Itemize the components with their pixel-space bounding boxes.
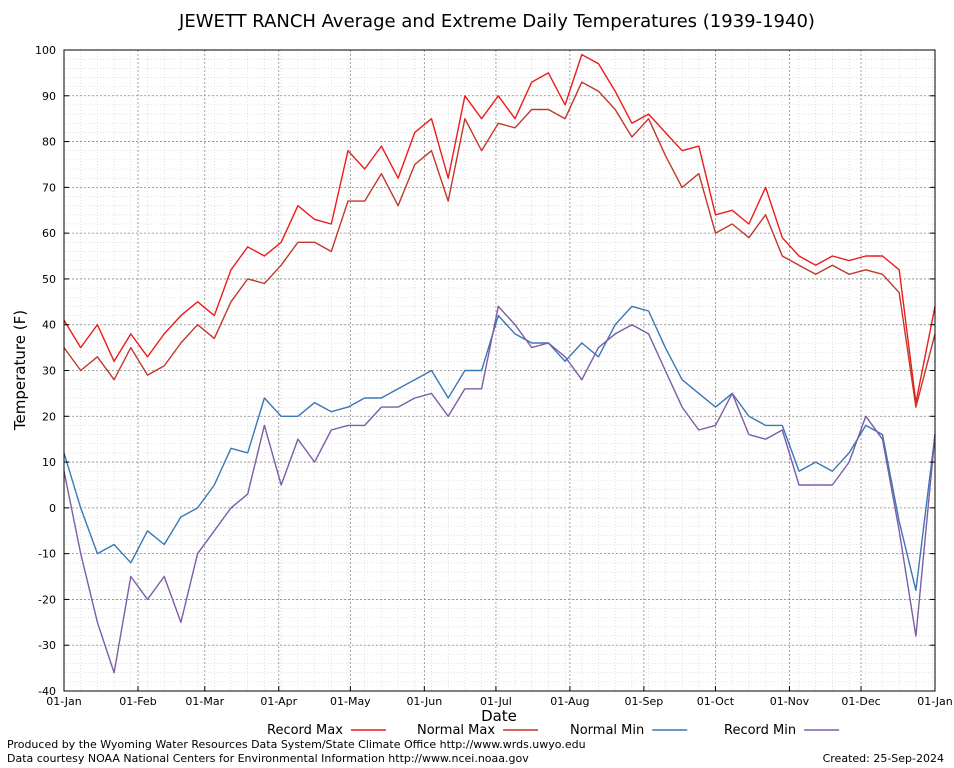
y-axis-label: Temperature (F) (11, 310, 29, 431)
created-date: Created: 25-Sep-2024 (822, 752, 944, 765)
series-line-normal-min (63, 305, 936, 591)
legend-label-record-max: Record Max (267, 723, 343, 738)
series-line-record-max (63, 53, 936, 404)
y-tick-label: 10 (42, 456, 56, 469)
y-tick-label: 70 (42, 181, 56, 194)
x-tick-label: 01-Oct (697, 695, 735, 708)
y-tick-label: 80 (42, 136, 56, 149)
x-tick-label: 01-Dec (841, 695, 880, 708)
y-tick-label: 20 (42, 410, 56, 423)
x-tick-label: 01-Nov (770, 695, 810, 708)
x-tick-label: 01-Jan (917, 695, 953, 708)
y-tick-label: 40 (42, 319, 56, 332)
x-tick-label: 01-Jan (46, 695, 82, 708)
legend-label-normal-max: Normal Max (417, 723, 495, 738)
y-tick-label: 50 (42, 273, 56, 286)
minor-grid (63, 49, 935, 692)
y-tick-label: 90 (42, 90, 56, 103)
series-layer (63, 53, 936, 674)
x-tick-label: 01-Jul (480, 695, 512, 708)
legend-label-normal-min: Normal Min (570, 723, 644, 738)
x-axis-ticks: 01-Jan 01-Feb 01-Mar 01-Apr 01-May 01-Jun 01-J… (46, 686, 953, 708)
credit-line-1: Produced by the Wyoming Water Resources … (7, 738, 586, 751)
y-tick-label: -10 (38, 548, 56, 561)
y-tick-label: -40 (38, 685, 56, 698)
legend: Record Max Normal Max Normal Min Record Min (267, 723, 840, 738)
credit-line-2: Data courtesy NOAA National Centers for … (7, 752, 529, 765)
x-tick-label: 01-Jun (406, 695, 442, 708)
y-tick-label: 30 (42, 365, 56, 378)
chart-title: JEWETT RANCH Average and Extreme Daily T… (178, 11, 815, 32)
series-line-record-min (63, 305, 936, 674)
y-tick-label: -30 (38, 639, 56, 652)
x-tick-label: 01-Feb (119, 695, 156, 708)
y-tick-label: 100 (35, 44, 56, 57)
x-tick-label: 01-Aug (550, 695, 589, 708)
y-tick-label: 60 (42, 227, 56, 240)
legend-label-record-min: Record Min (724, 723, 796, 738)
x-tick-label: 01-Mar (185, 695, 224, 708)
x-tick-label: 01-Apr (260, 695, 297, 708)
x-axis-label: Date (481, 707, 517, 725)
y-tick-label: -20 (38, 593, 56, 606)
series-line-normal-max (63, 81, 936, 408)
x-tick-label: 01-Sep (625, 695, 664, 708)
y-tick-label: 0 (49, 502, 56, 515)
x-tick-label: 01-May (330, 695, 371, 708)
